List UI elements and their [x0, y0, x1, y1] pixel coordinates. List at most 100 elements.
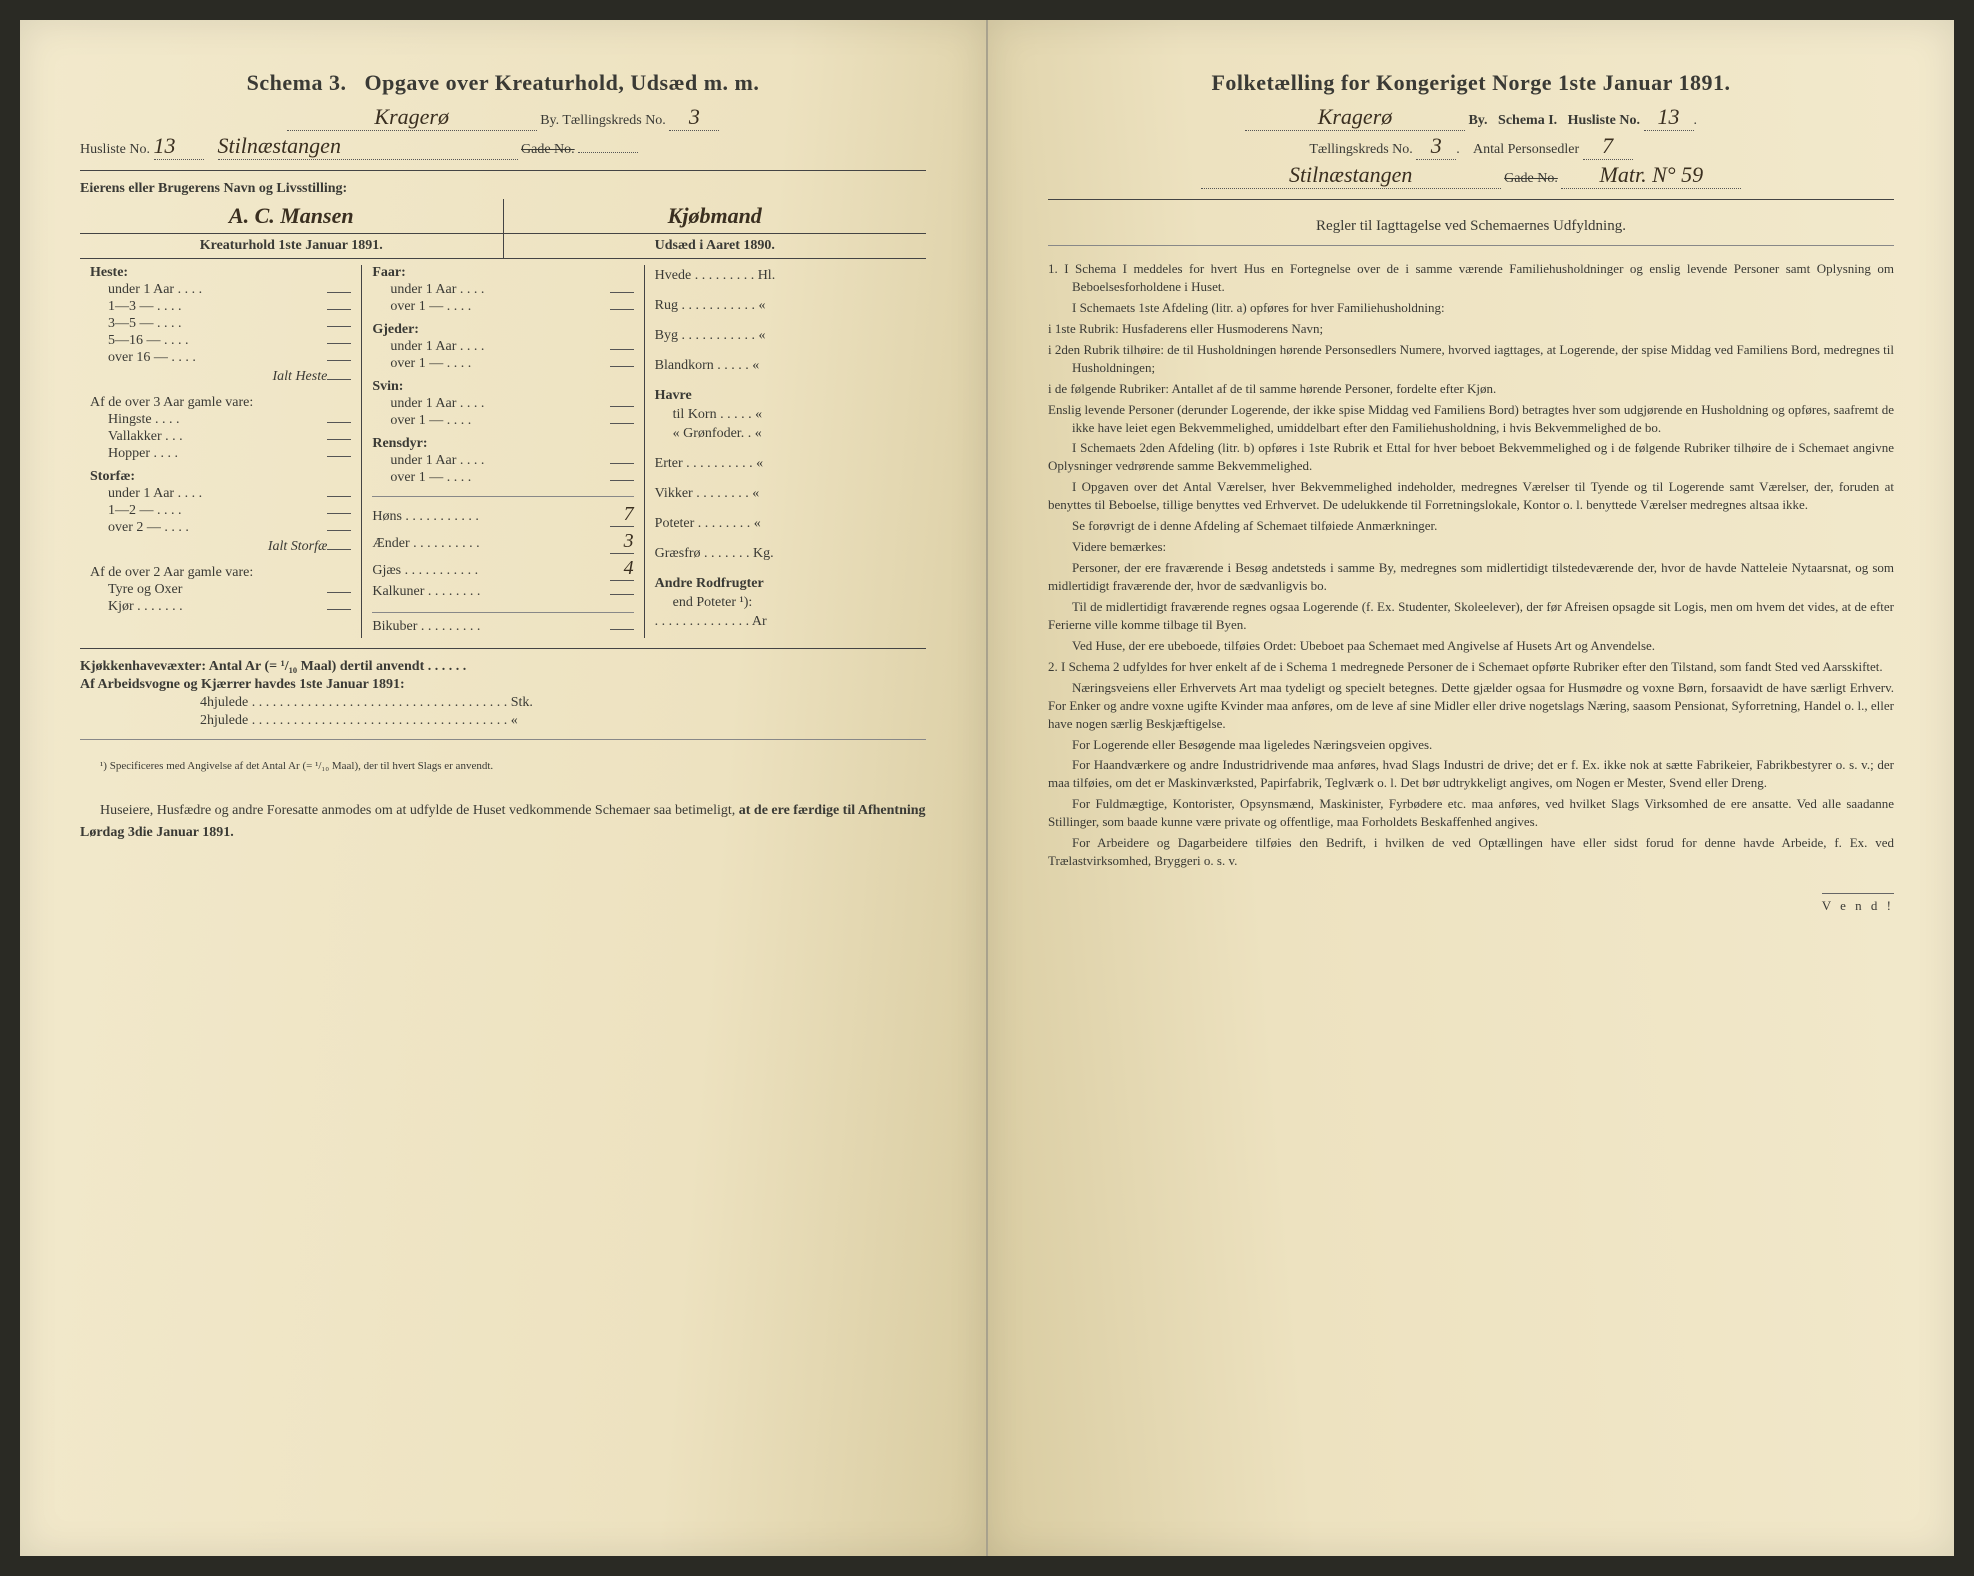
- p1k: Personer, der ere fraværende i Besøg and…: [1048, 559, 1894, 595]
- c2-r4: Havre: [655, 388, 692, 404]
- hjul4: 4hjulede . . . . . . . . . . . . . . . .…: [80, 695, 926, 711]
- p2c: For Logerende eller Besøgende maa ligele…: [1048, 736, 1894, 754]
- faar-r0: under 1 Aar . . . .: [390, 282, 484, 298]
- c2-r11: Andre Rodfrugter: [655, 576, 764, 592]
- heste-r1: 1—3 — . . . .: [108, 299, 182, 315]
- c2-r2: Byg . . . . . . . . . . . «: [655, 328, 766, 344]
- p1d: i 2den Rubrik tilhøire: de til Husholdni…: [1048, 341, 1894, 377]
- gjaes: Gjæs . . . . . . . . . . .: [372, 563, 478, 579]
- c2-r7: Erter . . . . . . . . . . «: [655, 456, 763, 472]
- left-title: Schema 3. Opgave over Kreaturhold, Udsæd…: [80, 70, 926, 96]
- rensdyr-r0: under 1 Aar . . . .: [390, 453, 484, 469]
- schema-3: Schema 3.: [247, 70, 347, 95]
- p1e: i de følgende Rubriker: Antallet af de t…: [1048, 380, 1894, 398]
- gjeder-r0: under 1 Aar . . . .: [390, 339, 484, 355]
- p1i: Se forøvrigt de i denne Afdeling af Sche…: [1048, 517, 1894, 535]
- storfae-head: Storfæ:: [90, 469, 351, 485]
- rules-body: 1. I Schema I meddeles for hvert Hus en …: [1048, 260, 1894, 870]
- p1j: Videre bemærkes:: [1048, 538, 1894, 556]
- owner-name-hw: A. C. Mansen: [229, 203, 354, 228]
- col1-head: Kreaturhold 1ste Januar 1891.: [80, 234, 504, 258]
- r-line3: Stilnæstangen Gade No. Matr. N° 59: [1048, 162, 1894, 189]
- gade-label: Gade No.: [521, 142, 575, 157]
- bikuber: Bikuber . . . . . . . . .: [372, 619, 480, 635]
- heste-head: Heste:: [90, 265, 351, 281]
- c2-r1: Rug . . . . . . . . . . . «: [655, 298, 766, 314]
- c2-r5: til Korn . . . . . «: [673, 407, 762, 423]
- r-street-hw: Stilnæstangen: [1289, 162, 1412, 187]
- c2-r13: . . . . . . . . . . . . . . Ar: [655, 614, 767, 630]
- heste-r4: over 16 — . . . .: [108, 350, 196, 366]
- kjokken-line: Kjøkkenhavevæxter: Antal Ar (= ¹/₁₀ Maal…: [80, 659, 926, 675]
- c2-r10: Græsfrø . . . . . . . Kg.: [655, 546, 774, 562]
- r-schema-label: Schema I.: [1498, 113, 1557, 128]
- vogne-line: Af Arbeidsvogne og Kjærrer havdes 1ste J…: [80, 677, 926, 693]
- c2-r3: Blandkorn . . . . . «: [655, 358, 760, 374]
- af3aar: Af de over 3 Aar gamle vare:: [90, 395, 351, 411]
- r-line1: Kragerø By. Schema I. Husliste No. 13.: [1048, 104, 1894, 131]
- r-kreds-no-hw: 3: [1431, 133, 1442, 158]
- rules-title: Regler til Iagttagelse ved Schemaernes U…: [1048, 218, 1894, 235]
- bottom1: Huseiere, Husfædre og andre Foresatte an…: [100, 803, 735, 818]
- ialt-storfae: Ialt Storfæ: [90, 539, 327, 555]
- p1h: I Opgaven over det Antal Værelser, hver …: [1048, 478, 1894, 514]
- svin-head: Svin:: [372, 379, 633, 395]
- r-by-hw: Kragerø: [1318, 104, 1393, 129]
- hr-1: [80, 170, 926, 171]
- p2d: For Haandværkere og andre Industridriven…: [1048, 756, 1894, 792]
- gjeder-head: Gjeder:: [372, 322, 633, 338]
- r-personsedler-hw: 7: [1602, 133, 1613, 158]
- by-label: By. Tællingskreds No.: [540, 113, 666, 128]
- three-columns: Heste: under 1 Aar . . . . 1—3 — . . . .…: [80, 265, 926, 638]
- vend: V e n d !: [1822, 893, 1894, 914]
- c2-r0: Hvede . . . . . . . . . Hl.: [655, 268, 776, 284]
- bottom-note: Huseiere, Husfædre og andre Foresatte an…: [80, 800, 926, 845]
- p2a: 2. I Schema 2 udfyldes for hver enkelt a…: [1048, 658, 1894, 676]
- book-spread: Schema 3. Opgave over Kreaturhold, Udsæd…: [20, 20, 1954, 1556]
- hons-val: 7: [610, 503, 634, 527]
- r-personsedler-label: Antal Personsedler: [1473, 142, 1579, 157]
- p2b: Næringsveiens eller Erhvervets Art maa t…: [1048, 679, 1894, 733]
- p1m: Ved Huse, der ere ubeboede, tilføies Ord…: [1048, 637, 1894, 655]
- c2-r12: end Poteter ¹):: [673, 595, 753, 611]
- street-hw: Stilnæstangen: [218, 133, 341, 158]
- hr-3: [80, 739, 926, 740]
- col-2: Hvede . . . . . . . . . Hl. Rug . . . . …: [644, 265, 926, 638]
- p1f: Enslig levende Personer (derunder Logere…: [1048, 401, 1894, 437]
- heste-r2: 3—5 — . . . .: [108, 316, 182, 332]
- p2e: For Fuldmægtige, Kontorister, Opsynsmænd…: [1048, 795, 1894, 831]
- aender: Ænder . . . . . . . . . .: [372, 536, 479, 552]
- p1a: 1. I Schema I meddeles for hvert Hus en …: [1048, 260, 1894, 296]
- p2f: For Arbeidere og Dagarbeidere tilføies d…: [1048, 834, 1894, 870]
- af2-r1: Kjør . . . . . . .: [108, 599, 183, 615]
- right-title: Folketælling for Kongeriget Norge 1ste J…: [1048, 70, 1894, 96]
- footnote: ¹) Specificeres med Angivelse af det Ant…: [80, 760, 926, 772]
- gjaes-val: 4: [610, 557, 634, 581]
- owner-label: Eierens eller Brugerens Navn og Livsstil…: [80, 181, 347, 196]
- owner-line: Eierens eller Brugerens Navn og Livsstil…: [80, 181, 926, 197]
- husliste-no-hw: 13: [154, 133, 176, 158]
- rensdyr-r1: over 1 — . . . .: [390, 470, 471, 486]
- af3-r1: Vallakker . . .: [108, 429, 183, 445]
- r-hr-2: [1048, 245, 1894, 246]
- af2aar: Af de over 2 Aar gamle vare:: [90, 565, 351, 581]
- storfae-r0: under 1 Aar . . . .: [108, 486, 202, 502]
- af3-r2: Hopper . . . .: [108, 446, 178, 462]
- svin-r1: over 1 — . . . .: [390, 413, 471, 429]
- line-husliste: Husliste No. 13 Stilnæstangen Gade No.: [80, 133, 926, 160]
- by-hw: Kragerø: [374, 104, 449, 129]
- r-line2: Tællingskreds No. 3. Antal Personsedler …: [1048, 133, 1894, 160]
- column-heads: Kreaturhold 1ste Januar 1891. Udsæd i Aa…: [80, 233, 926, 259]
- arbeidsvogne: Af Arbeidsvogne og Kjærrer havdes 1ste J…: [80, 677, 405, 692]
- hons: Høns . . . . . . . . . . .: [372, 509, 479, 525]
- faar-r1: over 1 — . . . .: [390, 299, 471, 315]
- hr-2: [80, 648, 926, 649]
- kalkuner: Kalkuner . . . . . . . .: [372, 584, 480, 600]
- aender-val: 3: [610, 530, 634, 554]
- r-husliste-no-hw: 13: [1658, 104, 1680, 129]
- line-by: Kragerø By. Tællingskreds No. 3: [80, 104, 926, 131]
- kreds-no-hw: 3: [689, 104, 700, 129]
- kjokken: Kjøkkenhavevæxter: Antal Ar (= ¹/₁₀ Maal…: [80, 659, 466, 674]
- r-husliste-label: Husliste No.: [1568, 113, 1640, 128]
- r-by-label: By.: [1468, 113, 1487, 128]
